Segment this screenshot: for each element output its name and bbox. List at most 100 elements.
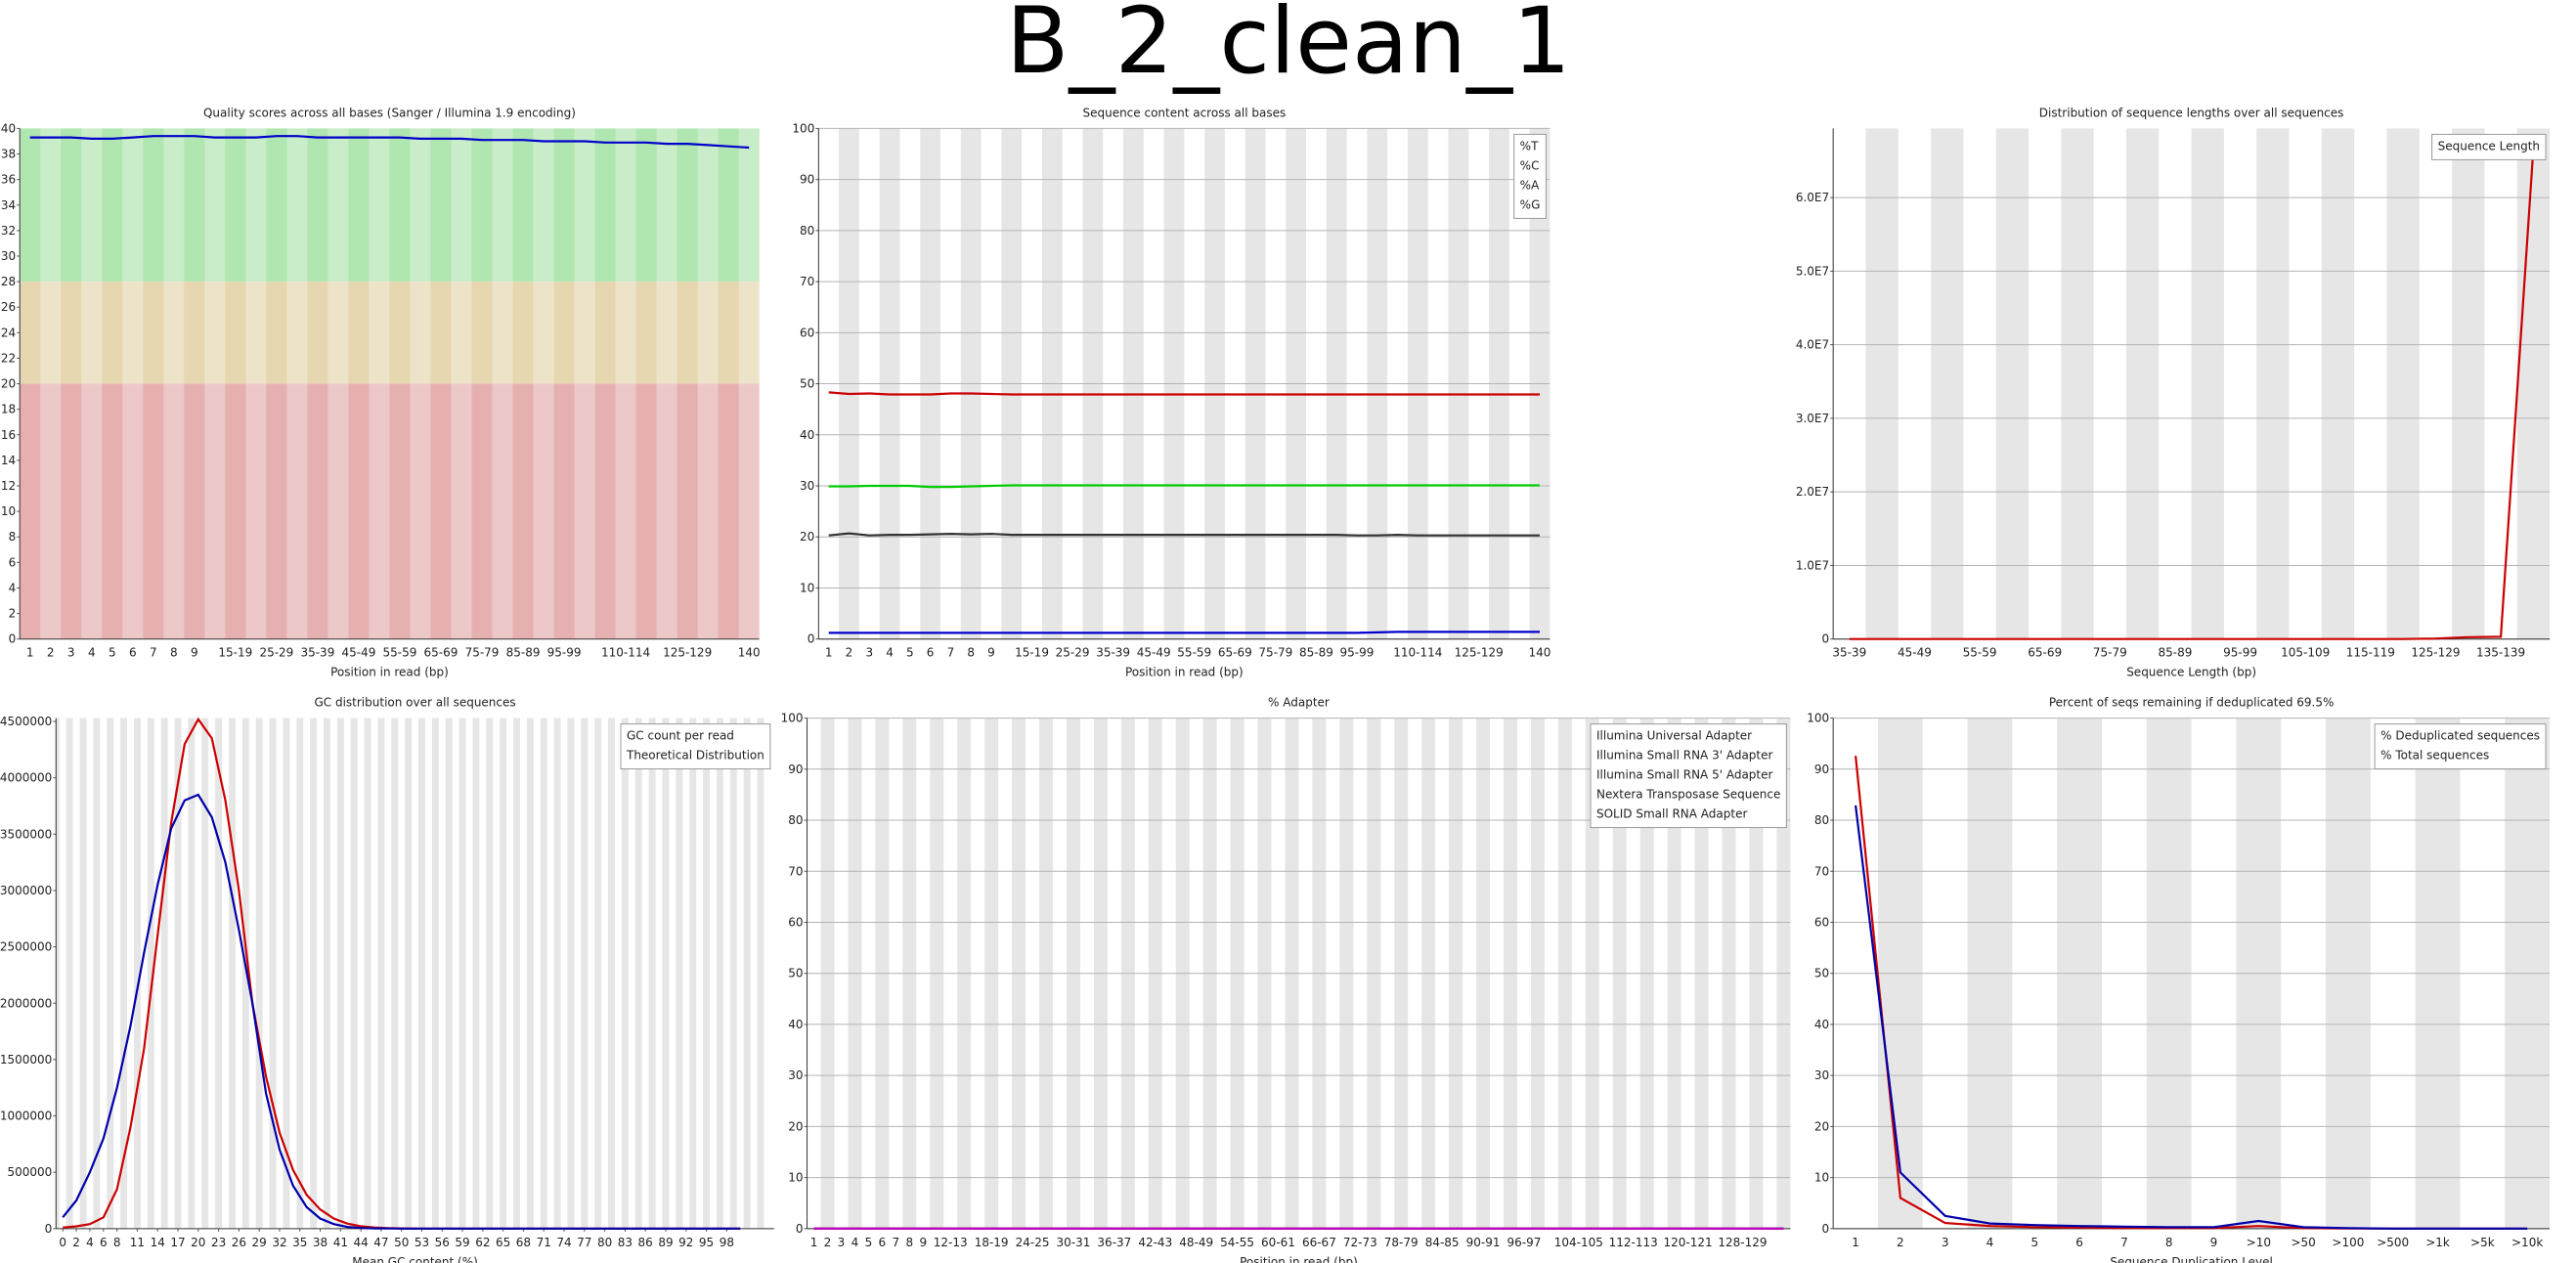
stripe	[410, 128, 431, 639]
x-tick-label: 5	[109, 646, 116, 660]
stripe	[215, 718, 223, 1229]
y-tick-label: 50	[800, 377, 814, 391]
data-line	[828, 391, 1540, 396]
stripe	[201, 718, 209, 1229]
legend-box	[2374, 723, 2547, 770]
x-tick-label: 55-59	[383, 646, 417, 660]
stripe	[703, 718, 711, 1229]
x-tick-label: 8	[967, 646, 975, 660]
y-tick-label: 36	[1, 173, 16, 187]
legend-box	[1590, 723, 1787, 829]
x-tick-label: 18-19	[975, 1236, 1009, 1249]
y-tick-label: 40	[1814, 1018, 1829, 1031]
x-tick-label: 65-69	[424, 646, 458, 660]
x-tick-label: 35	[292, 1236, 307, 1249]
x-tick-label: 95-99	[1340, 646, 1375, 660]
x-tick-label: 8	[905, 1236, 913, 1249]
x-tick-label: 6	[129, 646, 137, 660]
x-tick-label: 75-79	[465, 646, 500, 660]
stripe	[648, 718, 656, 1229]
stripe	[1865, 128, 1899, 639]
x-tick-label: 42-43	[1138, 1236, 1172, 1249]
x-tick-label: 86	[638, 1236, 653, 1249]
stripe	[377, 718, 385, 1229]
stripe	[656, 128, 677, 639]
x-tick-label: >10k	[2511, 1236, 2543, 1249]
x-tick-label: 56	[435, 1236, 450, 1249]
x-tick-label: 65	[496, 1236, 510, 1249]
x-tick-label: 140	[1529, 646, 1551, 660]
x-tick-label: 77	[577, 1236, 591, 1249]
data-line	[828, 484, 1540, 489]
x-axis-title: Mean GC content (%)	[352, 1255, 478, 1263]
legend-entry: %G	[1520, 197, 1541, 211]
y-tick-label: 0	[1822, 1222, 1830, 1236]
stripe	[79, 718, 87, 1229]
x-tick-label: 23	[211, 1236, 226, 1249]
y-tick-label: 20	[1814, 1119, 1829, 1133]
y-tick-label: 30	[1814, 1068, 1829, 1082]
x-axis-title: Sequence Length (bp)	[2126, 666, 2256, 679]
legend-entry: Sequence Length	[2438, 139, 2540, 152]
stripe	[364, 718, 371, 1229]
x-tick-label: 45-49	[1898, 646, 1932, 660]
x-tick-label: 2	[824, 1236, 832, 1249]
x-tick-label: 85-89	[506, 646, 541, 660]
stripe	[245, 128, 267, 639]
x-tick-label: 90-91	[1466, 1236, 1501, 1249]
y-tick-label: 4000000	[0, 771, 52, 785]
x-tick-label: 62	[475, 1236, 490, 1249]
legend-entry: SOLID Small RNA Adapter	[1596, 807, 1747, 821]
x-tick-label: 65-69	[1218, 646, 1252, 660]
legend-box	[620, 723, 771, 770]
x-tick-label: 9	[987, 646, 995, 660]
x-axis-title: Position in read (bp)	[1240, 1255, 1358, 1263]
y-tick-label: 90	[788, 762, 803, 776]
stripe	[350, 718, 358, 1229]
stripe	[676, 718, 683, 1229]
y-tick-label: 38	[1, 148, 16, 161]
stripe	[738, 128, 760, 639]
x-tick-label: 35-39	[1096, 646, 1130, 660]
x-tick-label: 80	[597, 1236, 612, 1249]
x-tick-label: 66-67	[1302, 1236, 1336, 1249]
y-tick-label: 100	[792, 121, 814, 135]
x-tick-label: 44	[353, 1236, 368, 1249]
y-tick-label: 5.0E7	[1796, 264, 1829, 278]
x-tick-label: >10	[2247, 1236, 2271, 1249]
y-tick-label: 18	[1, 403, 16, 416]
y-tick-label: 6.0E7	[1796, 191, 1829, 204]
x-tick-label: 3	[67, 646, 75, 660]
stripe	[540, 718, 547, 1229]
stripe	[122, 128, 144, 639]
y-tick-label: 2000000	[0, 996, 52, 1010]
chart-title: Percent of seqs remaining if deduplicate…	[2049, 696, 2335, 710]
x-tick-label: 135-139	[2476, 646, 2525, 660]
stripe	[2516, 128, 2551, 639]
y-tick-label: 40	[788, 1018, 803, 1031]
x-tick-label: 75-79	[1258, 646, 1292, 660]
legend-entry: Nextera Transposase Sequence	[1596, 788, 1780, 802]
y-tick-label: 0	[45, 1222, 53, 1236]
x-tick-label: 35-39	[300, 646, 334, 660]
y-tick-label: 6	[9, 555, 17, 569]
x-tick-label: >5k	[2470, 1236, 2495, 1249]
x-tick-label: 50	[394, 1236, 409, 1249]
y-tick-label: 4.0E7	[1796, 338, 1829, 352]
stripe	[204, 128, 226, 639]
x-tick-label: 5	[2030, 1236, 2038, 1249]
legend-box	[1513, 133, 1547, 219]
y-tick-label: 2500000	[0, 940, 52, 954]
stripe	[513, 718, 520, 1229]
x-tick-label: 8	[113, 1236, 121, 1249]
x-tick-label: 125-129	[2411, 646, 2460, 660]
y-tick-label: 80	[788, 813, 803, 827]
x-tick-label: 95-99	[2223, 646, 2257, 660]
x-tick-label: 11	[130, 1236, 145, 1249]
x-tick-label: 12-13	[934, 1236, 968, 1249]
stripe	[574, 128, 595, 639]
chart-title: GC distribution over all sequences	[314, 696, 515, 710]
stripe	[405, 718, 413, 1229]
x-tick-label: >100	[2332, 1236, 2364, 1249]
x-tick-label: 25-29	[1056, 646, 1090, 660]
